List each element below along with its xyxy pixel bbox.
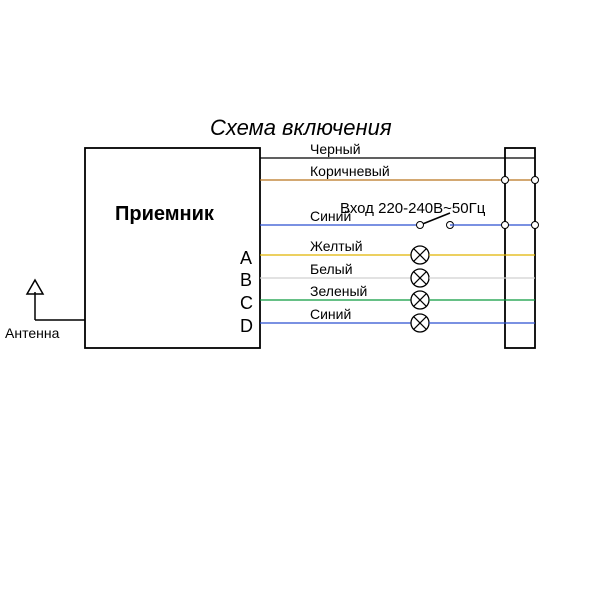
terminal-brown-left [502,177,509,184]
channel-letter-a: A [240,248,252,269]
antenna-label: Антенна [5,325,59,341]
receiver-label: Приемник [115,203,214,226]
channel-letter-d: D [240,316,253,337]
wire-label-brown: Коричневый [310,163,390,179]
switch-terminal-left [417,222,424,229]
wiring-diagram-svg [0,0,600,600]
wire-label-black: Черный [310,141,361,157]
antenna-icon [27,280,43,294]
terminal-blue-in-left [502,222,509,229]
bus-box [505,148,535,348]
wire-label-yellow: Желтый [310,238,363,254]
receiver-box [85,148,260,348]
channel-letter-b: B [240,270,252,291]
channel-letter-c: C [240,293,253,314]
wire-label-blue-in: Синий [310,208,351,224]
diagram-title: Схема включения [210,115,392,141]
wire-label-white: Белый [310,261,353,277]
wire-label-blue-out: Синий [310,306,351,322]
input-voltage-label: Вход 220-240В~50Гц [340,200,485,217]
terminal-brown-right [532,177,539,184]
wire-label-green: Зеленый [310,283,367,299]
terminal-blue-in-right [532,222,539,229]
